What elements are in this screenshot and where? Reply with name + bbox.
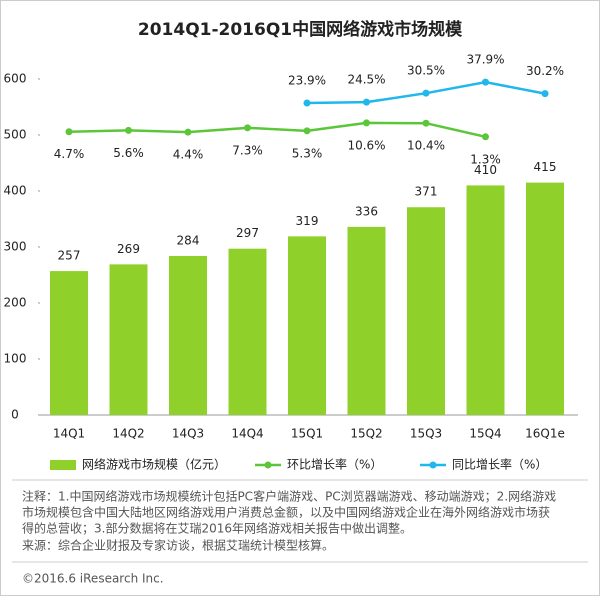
bar (466, 185, 505, 415)
chart-title: 2014Q1-2016Q1中国网络游戏市场规模 (138, 19, 463, 40)
y-tick-label: 100 (4, 352, 27, 366)
line-label: 30.5% (407, 64, 445, 78)
line-point (244, 124, 251, 132)
line-label: 24.5% (347, 73, 385, 87)
bar (228, 248, 267, 415)
line (68, 121, 486, 139)
bar-label: 336 (355, 204, 378, 218)
legend-swatch (50, 460, 76, 470)
bar-label: 257 (58, 249, 81, 263)
legend-swatch (429, 461, 437, 469)
bar (169, 255, 207, 415)
line-point (482, 133, 489, 141)
y-tick-label: 300 (4, 240, 27, 254)
bar-label: 269 (117, 242, 140, 256)
bar-label: 371 (415, 185, 438, 199)
line-point (184, 128, 192, 136)
line-label: 1.3% (470, 152, 501, 166)
line-point (363, 98, 370, 106)
line-label: 5.6% (113, 146, 144, 160)
bar-label: 284 (177, 233, 200, 247)
line-label: 30.2% (526, 64, 564, 78)
y-tick-label: 400 (4, 184, 27, 198)
y-tick-label: 0 (11, 408, 19, 422)
x-tick-label: 15Q4 (469, 427, 501, 441)
y-tick-label: 500 (4, 128, 27, 142)
line-point (303, 99, 311, 107)
legend-label: 环比增长率（%） (287, 457, 382, 472)
bar-label: 297 (236, 226, 259, 240)
line-point (422, 89, 430, 97)
line-label: 4.7% (54, 147, 85, 161)
bar (109, 264, 148, 415)
bar (407, 207, 445, 415)
x-tick-label: 15Q3 (410, 427, 442, 441)
note: 得的总营收；3.部分数据将在艾瑞2016年网络游戏相关报告中做出调整。 (22, 521, 412, 536)
legend-swatch (264, 461, 272, 469)
y-tick-label: 600 (4, 72, 27, 86)
bar-label: 319 (296, 214, 319, 228)
y-tick-label: 200 (4, 296, 27, 310)
line-label: 5.3% (292, 146, 323, 160)
source: 来源：综合企业财报及专家访谈，根据艾瑞统计模型核算。 (22, 538, 334, 553)
line-label: 37.9% (466, 53, 504, 67)
line-point (303, 127, 311, 135)
footer: ©2016.6 iResearch Inc. (22, 572, 164, 586)
line-label: 10.6% (347, 138, 385, 152)
line-point (422, 119, 430, 127)
line-point (363, 119, 370, 127)
line-point (541, 90, 549, 98)
bar (526, 182, 564, 415)
x-tick-label: 14Q4 (231, 427, 263, 441)
note: 市场规模包含中国大陆地区网络游戏用户消费总金额，以及中国网络游戏企业在海外网络游… (22, 505, 550, 520)
bar-label: 410 (474, 163, 497, 177)
line-label: 10.4% (407, 139, 445, 153)
line-point (125, 126, 132, 134)
line-label: 23.9% (288, 74, 326, 88)
x-tick-label: 15Q2 (350, 427, 382, 441)
bar (288, 236, 326, 415)
line-point (65, 128, 73, 136)
line-label: 4.4% (173, 148, 204, 162)
legend-label: 同比增长率（%） (452, 457, 547, 472)
note: 注释：1.中国网络游戏市场规模统计包括PC客户端游戏、PC浏览器端游戏、移动端游… (22, 489, 556, 504)
bar (50, 271, 88, 415)
x-tick-label: 14Q1 (53, 427, 85, 441)
x-tick-label: 14Q3 (172, 427, 204, 441)
x-tick-label: 16Q1e (525, 427, 565, 441)
bar (347, 226, 386, 415)
line-point (482, 78, 489, 86)
line-label: 7.3% (232, 143, 263, 157)
x-tick-label: 14Q2 (112, 427, 144, 441)
legend-label: 网络游戏市场规模（亿元） (82, 457, 226, 472)
x-tick-label: 15Q1 (291, 427, 323, 441)
bar-label: 415 (534, 160, 557, 174)
